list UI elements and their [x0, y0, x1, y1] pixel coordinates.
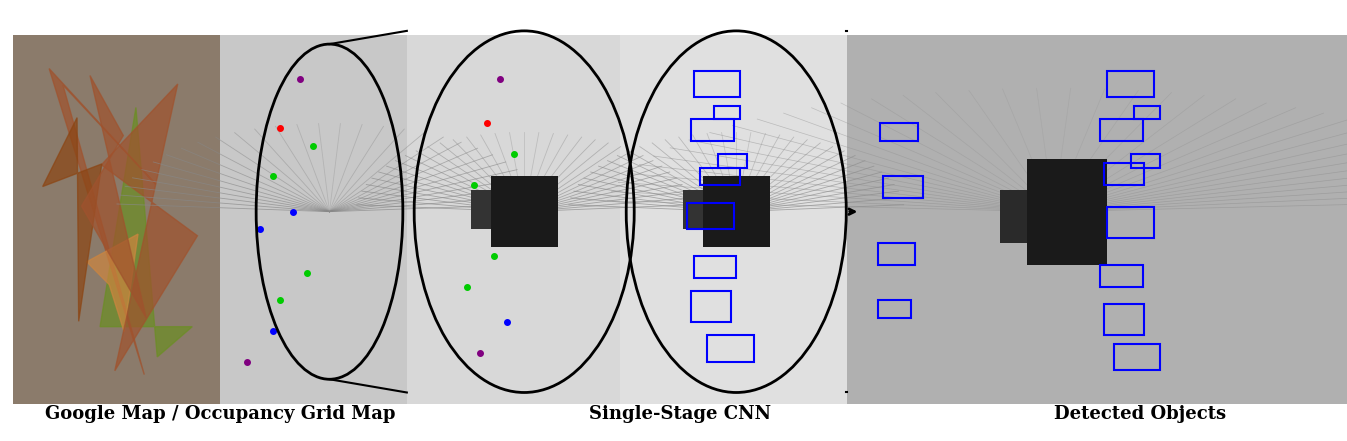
Text: Google Map / Occupancy Grid Map: Google Map / Occupancy Grid Map	[44, 405, 396, 423]
Bar	[703, 176, 769, 247]
Bar	[714, 106, 741, 119]
Bar	[220, 35, 427, 404]
Bar	[1134, 106, 1160, 119]
Bar	[620, 35, 854, 404]
Polygon shape	[100, 108, 193, 357]
Bar	[1105, 304, 1145, 335]
Polygon shape	[82, 75, 145, 318]
Bar	[1131, 154, 1160, 168]
Bar	[691, 119, 734, 141]
Bar	[847, 35, 1347, 404]
Bar	[707, 335, 753, 362]
Bar	[13, 35, 220, 404]
Bar	[878, 300, 911, 318]
Bar	[847, 35, 1347, 404]
Bar	[683, 190, 703, 229]
Bar	[1114, 344, 1160, 370]
Bar	[880, 123, 917, 141]
Bar	[687, 203, 734, 229]
Bar	[1107, 71, 1153, 97]
Bar	[1100, 265, 1144, 287]
Bar	[490, 176, 558, 247]
Polygon shape	[86, 234, 137, 332]
Text: Single-Stage CNN: Single-Stage CNN	[589, 405, 772, 423]
Polygon shape	[48, 68, 156, 374]
Bar	[718, 154, 746, 168]
Bar	[13, 35, 427, 404]
Polygon shape	[43, 118, 102, 321]
Bar	[1107, 207, 1153, 238]
Bar	[694, 256, 737, 278]
Bar	[471, 190, 490, 229]
Bar	[1026, 159, 1107, 265]
Bar	[620, 35, 854, 404]
Text: Detected Objects: Detected Objects	[1055, 405, 1226, 423]
Bar	[1100, 119, 1144, 141]
Bar	[1001, 190, 1026, 243]
Bar	[407, 35, 640, 404]
Bar	[694, 71, 741, 97]
Bar	[1105, 163, 1145, 185]
Bar	[700, 168, 741, 185]
Polygon shape	[101, 84, 198, 371]
Bar	[882, 176, 923, 198]
Bar	[878, 243, 915, 265]
Bar	[691, 291, 731, 322]
Bar	[407, 35, 640, 404]
